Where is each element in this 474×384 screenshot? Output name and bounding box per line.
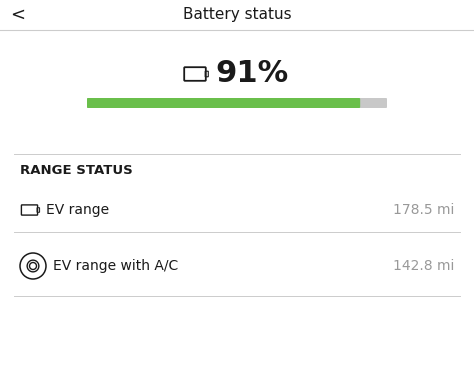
Text: <: < bbox=[10, 6, 26, 24]
FancyBboxPatch shape bbox=[87, 98, 360, 108]
Text: Battery status: Battery status bbox=[182, 8, 292, 23]
Text: EV range with A/C: EV range with A/C bbox=[53, 259, 178, 273]
Text: RANGE STATUS: RANGE STATUS bbox=[20, 164, 133, 177]
Text: 91%: 91% bbox=[215, 60, 288, 88]
Circle shape bbox=[29, 263, 36, 270]
FancyBboxPatch shape bbox=[0, 30, 474, 154]
FancyBboxPatch shape bbox=[0, 154, 474, 384]
Text: EV range: EV range bbox=[46, 203, 109, 217]
Text: 178.5 mi: 178.5 mi bbox=[392, 203, 454, 217]
FancyBboxPatch shape bbox=[0, 0, 474, 30]
Text: 142.8 mi: 142.8 mi bbox=[392, 259, 454, 273]
FancyBboxPatch shape bbox=[87, 98, 387, 108]
